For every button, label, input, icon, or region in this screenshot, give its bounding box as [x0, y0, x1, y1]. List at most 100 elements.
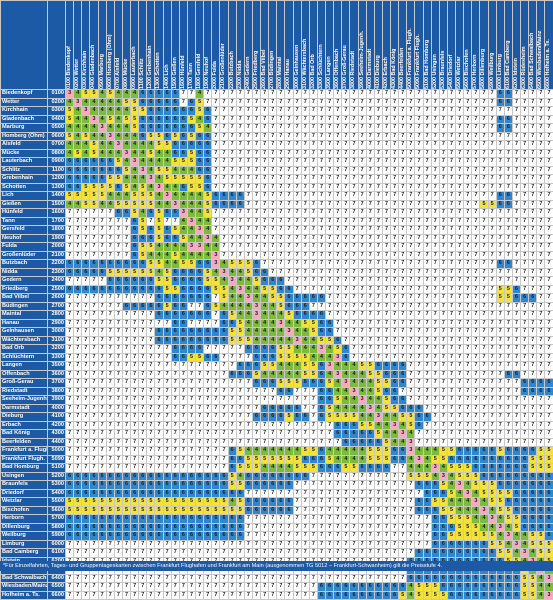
- price-level-cell: 7: [529, 421, 537, 430]
- column-header: 2600 Bad Vilbel: [261, 1, 269, 90]
- price-level-cell: 7: [261, 396, 269, 405]
- price-level-cell: 7: [488, 158, 496, 167]
- price-level-cell: 7: [82, 540, 90, 549]
- price-level-cell: 7: [431, 158, 439, 167]
- price-level-cell: 7: [374, 90, 382, 99]
- price-level-cell: 5: [407, 421, 415, 430]
- price-level-cell: 5: [521, 583, 529, 592]
- price-level-cell: 5: [374, 455, 382, 464]
- price-level-cell: 7: [447, 149, 455, 158]
- price-level-cell: 7: [301, 226, 309, 235]
- price-level-cell: 7: [358, 132, 366, 141]
- price-level-cell: 4: [358, 447, 366, 456]
- price-level-cell: 5: [90, 183, 98, 192]
- column-header-label: 0300 Kirchhain: [82, 3, 89, 89]
- price-level-cell: 7: [472, 302, 480, 311]
- price-level-cell: 7: [512, 277, 520, 286]
- price-level-cell: 5: [131, 115, 139, 124]
- price-level-cell: 6: [155, 336, 163, 345]
- column-header: 5800 Dillenburg: [480, 1, 488, 90]
- column-header-label: 5400 Driedorf: [448, 3, 455, 89]
- price-level-cell: 7: [236, 345, 244, 354]
- price-level-cell: 7: [66, 540, 74, 549]
- price-level-cell: 7: [512, 141, 520, 150]
- price-level-cell: 6: [309, 455, 317, 464]
- price-level-cell: 4: [228, 294, 236, 303]
- price-level-cell: 7: [342, 328, 350, 337]
- column-header-label: 2800 Maintal: [277, 3, 284, 89]
- price-level-cell: 7: [309, 234, 317, 243]
- price-level-cell: 7: [350, 98, 358, 107]
- price-level-cell: 7: [301, 285, 309, 294]
- price-level-cell: 5: [187, 498, 195, 507]
- price-level-cell: 7: [244, 115, 252, 124]
- price-level-cell: 7: [374, 243, 382, 252]
- price-level-cell: 6: [488, 455, 496, 464]
- price-level-cell: 7: [252, 438, 260, 447]
- price-level-cell: 5: [301, 464, 309, 473]
- price-level-cell: 7: [496, 319, 504, 328]
- price-level-cell: 7: [342, 285, 350, 294]
- price-level-cell: 7: [512, 396, 520, 405]
- price-level-cell: 7: [472, 370, 480, 379]
- price-level-cell: 7: [252, 115, 260, 124]
- price-level-cell: 5: [529, 591, 537, 600]
- price-level-cell: 5: [464, 472, 472, 481]
- price-level-cell: 5: [155, 234, 163, 243]
- price-level-cell: 6: [171, 336, 179, 345]
- price-level-cell: 5: [139, 183, 147, 192]
- price-level-cell: 7: [521, 268, 529, 277]
- price-level-cell: 6: [171, 481, 179, 490]
- row-zone-name: Büdingen: [1, 302, 48, 311]
- price-level-cell: 4: [147, 183, 155, 192]
- price-level-cell: 4: [179, 243, 187, 252]
- price-level-cell: 7: [374, 268, 382, 277]
- price-level-cell: 7: [415, 345, 423, 354]
- price-level-cell: 6: [179, 302, 187, 311]
- price-level-cell: 4: [358, 387, 366, 396]
- price-level-cell: 4: [358, 379, 366, 388]
- price-level-cell: 7: [512, 183, 520, 192]
- price-level-cell: 6: [147, 234, 155, 243]
- price-level-cell: 7: [285, 217, 293, 226]
- price-level-cell: 7: [301, 141, 309, 150]
- price-level-cell: 7: [415, 387, 423, 396]
- price-level-cell: 7: [252, 234, 260, 243]
- price-level-cell: 6: [269, 345, 277, 354]
- price-level-cell: 7: [374, 319, 382, 328]
- row-zone-code: 0300: [48, 107, 66, 116]
- price-level-cell: 7: [342, 515, 350, 524]
- price-level-cell: 5: [179, 506, 187, 515]
- price-level-cell: 7: [374, 506, 382, 515]
- price-level-cell: 7: [114, 243, 122, 252]
- price-level-cell: 7: [114, 311, 122, 320]
- price-level-cell: 7: [521, 200, 529, 209]
- price-level-cell: 6: [391, 362, 399, 371]
- price-level-cell: 7: [342, 277, 350, 286]
- price-level-cell: 7: [407, 217, 415, 226]
- price-level-cell: 6: [447, 574, 455, 583]
- price-level-cell: 7: [342, 268, 350, 277]
- price-level-cell: 7: [456, 302, 464, 311]
- price-level-cell: 7: [374, 523, 382, 532]
- price-level-cell: 6: [179, 319, 187, 328]
- price-level-cell: 7: [220, 124, 228, 133]
- price-level-cell: 7: [252, 532, 260, 541]
- price-level-cell: 6: [220, 472, 228, 481]
- price-level-cell: 5: [90, 90, 98, 99]
- price-level-cell: 7: [252, 132, 260, 141]
- price-level-cell: 6: [163, 234, 171, 243]
- price-level-cell: 7: [439, 328, 447, 337]
- price-level-cell: 7: [366, 217, 374, 226]
- price-level-cell: 7: [301, 217, 309, 226]
- price-level-cell: 7: [317, 183, 325, 192]
- price-level-cell: 7: [252, 591, 260, 600]
- price-level-cell: 6: [285, 481, 293, 490]
- price-level-cell: 7: [82, 336, 90, 345]
- price-level-cell: 6: [545, 515, 553, 524]
- price-level-cell: 7: [447, 124, 455, 133]
- price-level-cell: 7: [391, 294, 399, 303]
- price-level-cell: 6: [415, 574, 423, 583]
